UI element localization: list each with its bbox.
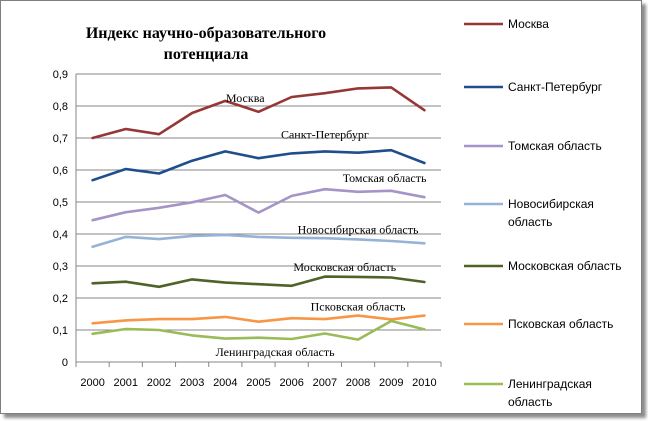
x-tick-label: 2002 [147, 377, 171, 389]
series-lines [91, 86, 426, 341]
legend-label-новосибирская-область: Новосибирская [508, 197, 594, 211]
x-tick-label: 2010 [412, 377, 436, 389]
legend-label-томская-область: Томская область [508, 139, 602, 153]
series-line-томская-область [91, 187, 426, 222]
annotation-москва: Москва [226, 91, 265, 105]
y-tick-label: 0,8 [53, 101, 68, 113]
x-axis: 2000 2001 2002 2003 2004 2005 2006 2007 2008 2009… [75, 361, 442, 389]
series-line-московская-область [91, 275, 426, 289]
legend-label-московская-область: Московская область [508, 259, 622, 273]
annotation-новосибирская-область: Новосибирская область [298, 222, 419, 236]
series-line-санкт-петербург [91, 148, 426, 182]
x-tick-label: 2006 [279, 377, 303, 389]
annotation-томская-область: Томская область [343, 171, 427, 185]
x-tick-label: 2005 [246, 377, 270, 389]
y-axis: 0 0,1 0,2 0,3 0,4 0,5 0,6 0,7 0,8 0,9 [53, 69, 77, 369]
annotation-московская-область: Московская область [293, 260, 396, 274]
series-line-ленинградская-область [91, 319, 426, 341]
series-line-москва [91, 86, 426, 140]
legend-label-ленинградская-область: Ленинградская [508, 377, 592, 391]
x-tick-label: 2001 [114, 377, 138, 389]
x-tick-label: 2004 [213, 377, 237, 389]
chart-title-line: потенциала [164, 46, 249, 63]
legend: Москва Санкт-Петербург Томская область Ново… [464, 17, 622, 409]
y-tick-label: 0,4 [53, 229, 68, 241]
x-tick-label: 2003 [180, 377, 204, 389]
legend-label-москва: Москва [508, 17, 549, 31]
x-tick-label: 2008 [346, 377, 370, 389]
legend-label-новосибирская-область: область [508, 215, 552, 229]
y-tick-label: 0,5 [53, 197, 68, 209]
x-tick-label: 2009 [379, 377, 403, 389]
annotation-ленинградская-область: Ленинградская область [216, 345, 336, 359]
y-tick-label: 0,2 [53, 293, 68, 305]
annotation-псковская-область: Псковская область [311, 300, 406, 314]
legend-label-санкт-петербург: Санкт-Петербург [508, 80, 603, 94]
y-tick-label: 0,9 [53, 69, 68, 81]
series-line-новосибирская-область [91, 233, 426, 249]
y-tick-label: 0 [62, 357, 68, 369]
series-line-псковская-область [91, 314, 426, 325]
annotation-санкт-петербург: Санкт-Петербург [281, 127, 369, 141]
y-tick-label: 0,3 [53, 261, 68, 273]
y-tick-label: 0,6 [53, 165, 68, 177]
y-tick-label: 0,7 [53, 133, 68, 145]
chart-title-line: Индекс научно-образовательного [86, 25, 326, 42]
x-tick-label: 2000 [80, 377, 104, 389]
legend-label-псковская-область: Псковская область [508, 317, 613, 331]
x-tick-label: 2007 [313, 377, 337, 389]
chart-title: Индекс научно-образовательного потенциала [86, 25, 326, 63]
chart-frame: Индекс научно-образовательного потенциала… [0, 0, 642, 414]
y-tick-label: 0,1 [53, 325, 68, 337]
series-annotations: Москва Санкт-Петербург Томская область Ново… [216, 91, 427, 359]
legend-label-ленинградская-область: область [508, 395, 552, 409]
